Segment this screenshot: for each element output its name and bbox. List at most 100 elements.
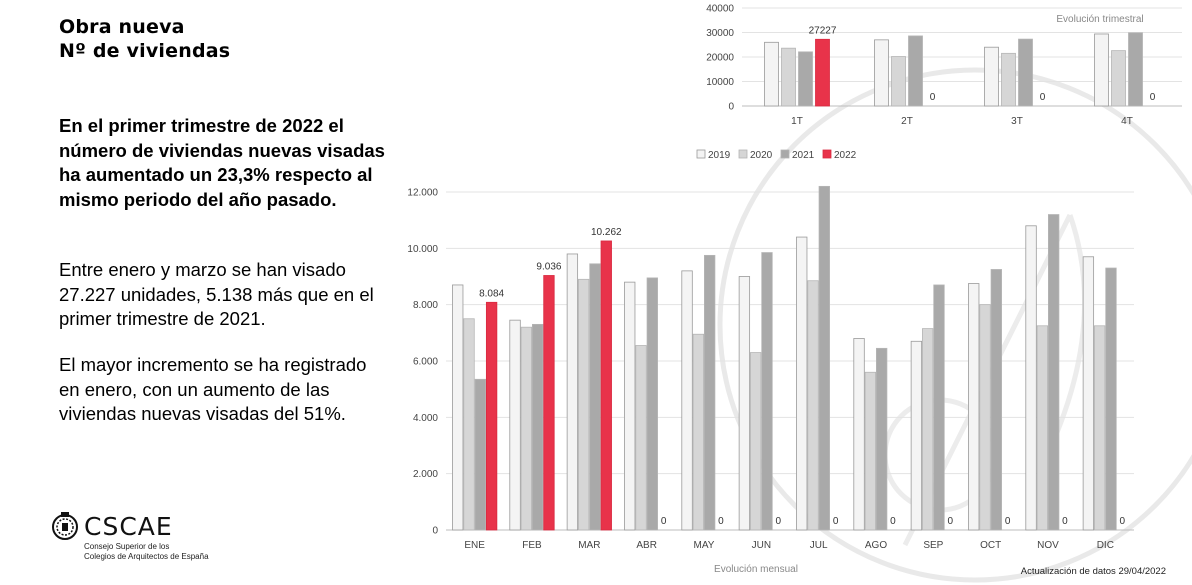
data-label: 0 bbox=[661, 516, 667, 527]
legend-swatch-2022 bbox=[822, 149, 832, 159]
bar-2021 bbox=[876, 347, 888, 531]
x-tick-label: 2T bbox=[901, 116, 913, 127]
x-tick-label: JUL bbox=[810, 540, 828, 551]
y-tick-label: 20000 bbox=[706, 53, 734, 64]
bar-2019 bbox=[681, 270, 693, 531]
legend-label-2020: 2020 bbox=[750, 150, 773, 161]
y-tick-label: 6.000 bbox=[413, 357, 438, 368]
bar-2020 bbox=[1094, 325, 1106, 531]
update-note: Actualización de datos 29/04/2022 bbox=[1020, 566, 1166, 577]
bar-2022 bbox=[543, 275, 555, 531]
bar-2020 bbox=[635, 345, 647, 531]
data-label: 0 bbox=[890, 516, 896, 527]
bar-2020 bbox=[891, 56, 906, 107]
bar-2019 bbox=[984, 46, 999, 107]
data-label: 0 bbox=[930, 92, 936, 103]
y-tick-label: 0 bbox=[728, 102, 734, 113]
data-label: 9.036 bbox=[536, 261, 561, 272]
logo-wordmark: CSCAE bbox=[84, 512, 173, 541]
lead-paragraph: En el primer trimestre de 2022 el número… bbox=[59, 115, 385, 210]
legend-swatch-2020 bbox=[738, 149, 748, 159]
bar-2021 bbox=[589, 263, 601, 531]
y-tick-label: 12.000 bbox=[407, 188, 438, 199]
data-label: 0 bbox=[1040, 92, 1046, 103]
cscae-emblem-icon bbox=[52, 512, 78, 540]
bar-2020 bbox=[1111, 50, 1126, 107]
data-label: 0 bbox=[948, 516, 954, 527]
bar-2019 bbox=[796, 236, 808, 531]
x-tick-label: AGO bbox=[865, 540, 887, 551]
title-line-2: Nº de viviendas bbox=[59, 40, 231, 62]
data-label: 0 bbox=[833, 516, 839, 527]
x-tick-label: ENE bbox=[464, 540, 485, 551]
data-label: 10.262 bbox=[591, 227, 622, 238]
bar-2021 bbox=[1048, 214, 1060, 531]
bar-2019 bbox=[764, 41, 779, 107]
cscae-logo: CSCAE Consejo Superior de los Colegios d… bbox=[50, 510, 290, 570]
chart-title: Evolución trimestral bbox=[1056, 14, 1143, 25]
bar-2019 bbox=[853, 338, 865, 531]
bar-2020 bbox=[781, 47, 796, 107]
legend-label-2021: 2021 bbox=[792, 150, 815, 161]
data-label: 8.084 bbox=[479, 288, 504, 299]
data-label: 0 bbox=[1120, 516, 1126, 527]
bar-2020 bbox=[864, 371, 876, 531]
bar-2020 bbox=[979, 304, 991, 531]
bar-2019 bbox=[738, 276, 751, 531]
watermark-ring bbox=[717, 67, 1192, 583]
bar-2021 bbox=[761, 252, 773, 531]
bar-2022 bbox=[485, 301, 498, 531]
bar-2019 bbox=[1025, 225, 1037, 531]
bar-2019 bbox=[509, 319, 521, 531]
bar-2019 bbox=[452, 284, 464, 531]
data-label: 0 bbox=[1150, 92, 1156, 103]
body-paragraph-2: El mayor incremento se ha registrado en … bbox=[59, 354, 367, 424]
legend-label-2019: 2019 bbox=[708, 150, 731, 161]
x-tick-label: FEB bbox=[522, 540, 542, 551]
bar-2019 bbox=[910, 340, 923, 531]
bar-2021 bbox=[1105, 267, 1117, 531]
x-tick-label: ABR bbox=[636, 540, 657, 551]
x-tick-label: 4T bbox=[1121, 116, 1133, 127]
y-tick-label: 10000 bbox=[706, 77, 734, 88]
y-tick-label: 2.000 bbox=[413, 469, 438, 480]
x-tick-label: JUN bbox=[752, 540, 771, 551]
x-tick-label: 3T bbox=[1011, 116, 1023, 127]
bar-2021 bbox=[818, 185, 830, 531]
bar-2019 bbox=[1082, 256, 1095, 531]
title-line-1: Obra nueva bbox=[59, 16, 185, 38]
legend-label-2022: 2022 bbox=[834, 150, 857, 161]
bar-2020 bbox=[922, 328, 934, 531]
bar-2021 bbox=[1018, 38, 1033, 107]
y-tick-label: 40000 bbox=[706, 4, 734, 15]
data-label: 0 bbox=[1062, 516, 1068, 527]
x-tick-label: OCT bbox=[980, 540, 1001, 551]
y-tick-label: 30000 bbox=[706, 28, 734, 39]
x-tick-label: 1T bbox=[791, 116, 803, 127]
bar-2021 bbox=[1128, 32, 1143, 107]
bar-2020 bbox=[750, 352, 762, 531]
bar-2019 bbox=[874, 39, 889, 107]
data-label: 0 bbox=[718, 516, 724, 527]
x-tick-label: DIC bbox=[1097, 540, 1114, 551]
bar-2019 bbox=[624, 281, 636, 531]
bar-2021 bbox=[704, 254, 716, 531]
bar-2019 bbox=[968, 283, 980, 531]
bar-2019 bbox=[566, 253, 579, 531]
bar-2021 bbox=[798, 51, 813, 107]
bar-2021 bbox=[532, 323, 544, 531]
bar-2021 bbox=[908, 35, 923, 107]
data-label: 27227 bbox=[809, 25, 837, 36]
legend-swatch-2021 bbox=[780, 149, 790, 159]
body-paragraph-1: Entre enero y marzo se han visado 27.227… bbox=[59, 259, 374, 329]
y-tick-label: 0 bbox=[432, 526, 438, 537]
logo-subtitle-line-1: Consejo Superior de los bbox=[84, 542, 170, 551]
y-tick-label: 10.000 bbox=[407, 244, 438, 255]
bar-2020 bbox=[1001, 52, 1016, 107]
y-tick-label: 4.000 bbox=[413, 413, 438, 424]
y-tick-label: 8.000 bbox=[413, 300, 438, 311]
bar-2021 bbox=[933, 284, 945, 531]
bar-2022 bbox=[600, 240, 612, 531]
chart-title: Evolución mensual bbox=[714, 564, 798, 575]
bar-2020 bbox=[520, 326, 532, 531]
